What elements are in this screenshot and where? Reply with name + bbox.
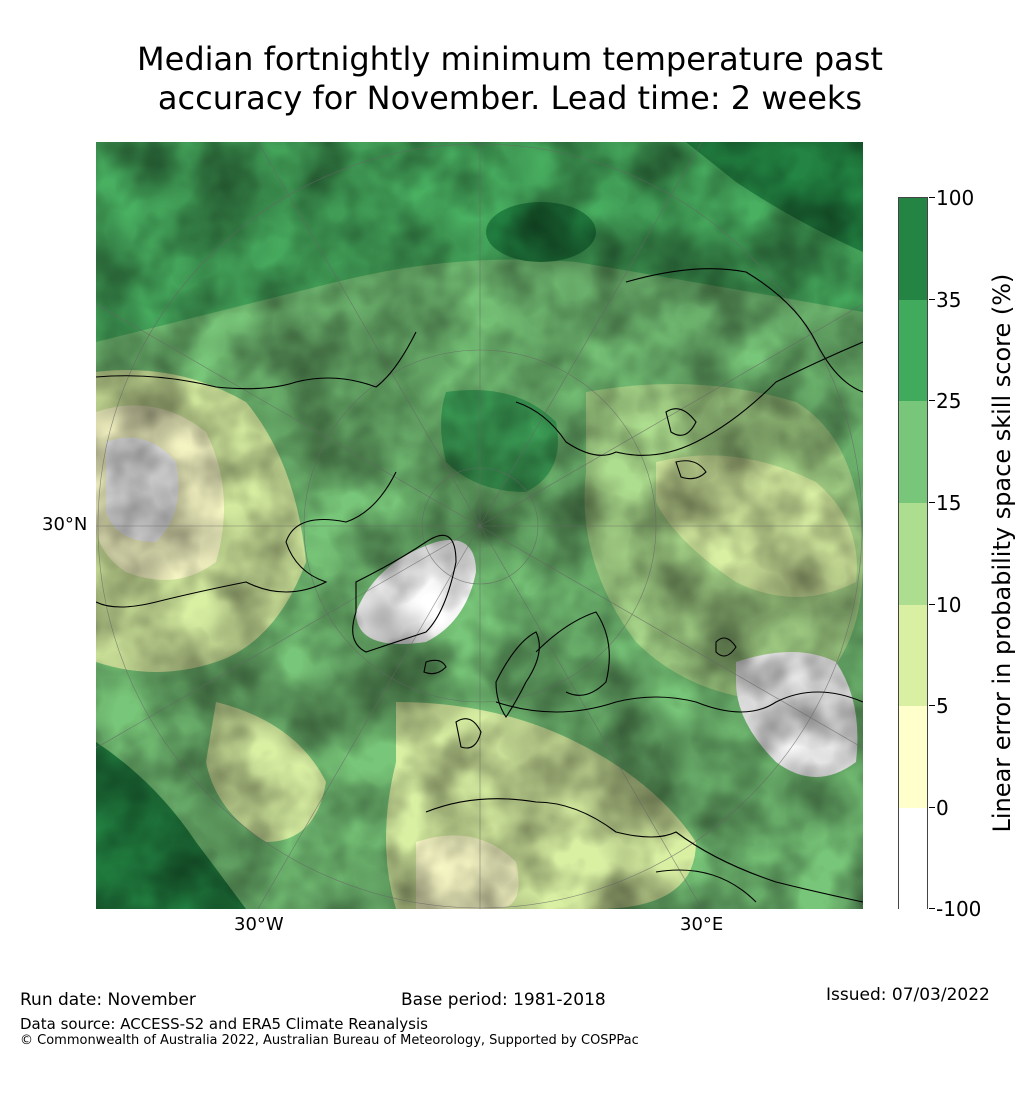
colorbar-label-0: 0 [936, 796, 949, 820]
colorbar-bin-5-10 [899, 605, 927, 706]
graticule [96, 142, 863, 909]
colorbar-label-100: 100 [936, 186, 975, 210]
colorbar-bin-neg100-0 [899, 808, 927, 910]
colorbar-bin-35-100 [899, 198, 927, 300]
colorbar-label-10: 10 [936, 593, 962, 617]
colorbar-label-neg100: -100 [936, 897, 982, 921]
colorbar-tick [929, 197, 935, 198]
colorbar-label-25: 25 [936, 389, 962, 413]
colorbar-label-35: 35 [936, 288, 962, 312]
lat-label-30n: 30°N [42, 514, 88, 535]
data-source: Data source: ACCESS-S2 and ERA5 Climate … [20, 1015, 428, 1033]
lon-label-30e: 30°E [680, 914, 724, 935]
colorbar-bin-15-25 [899, 401, 927, 503]
colorbar-tick [929, 604, 935, 605]
colorbar-bin-25-35 [899, 300, 927, 401]
polar-skill-map [96, 142, 863, 909]
colorbar-tick [929, 299, 935, 300]
lon-label-30w: 30°W [234, 914, 284, 935]
colorbar-tick [929, 807, 935, 808]
colorbar-tick [929, 502, 935, 503]
copyright: © Commonwealth of Australia 2022, Austra… [20, 1033, 639, 1048]
chart-title: Median fortnightly minimum temperature p… [0, 40, 1020, 118]
colorbar-label-5: 5 [936, 694, 949, 718]
colorbar-bin-10-15 [899, 503, 927, 605]
title-line-1: Median fortnightly minimum temperature p… [137, 40, 883, 78]
colorbar-tick [929, 705, 935, 706]
colorbar-title: Linear error in probability space skill … [988, 273, 1016, 833]
base-period: Base period: 1981-2018 [401, 990, 606, 1010]
run-date: Run date: November [20, 990, 196, 1010]
colorbar [898, 197, 928, 910]
colorbar-tick [929, 908, 935, 909]
colorbar-label-15: 15 [936, 491, 962, 515]
texture-dark [96, 142, 863, 909]
colorbar-bin-0-5 [899, 706, 927, 808]
colorbar-tick [929, 400, 935, 401]
coastlines [96, 268, 863, 903]
issued-date: Issued: 07/03/2022 [826, 985, 990, 1005]
title-line-2: accuracy for November. Lead time: 2 week… [157, 79, 863, 117]
